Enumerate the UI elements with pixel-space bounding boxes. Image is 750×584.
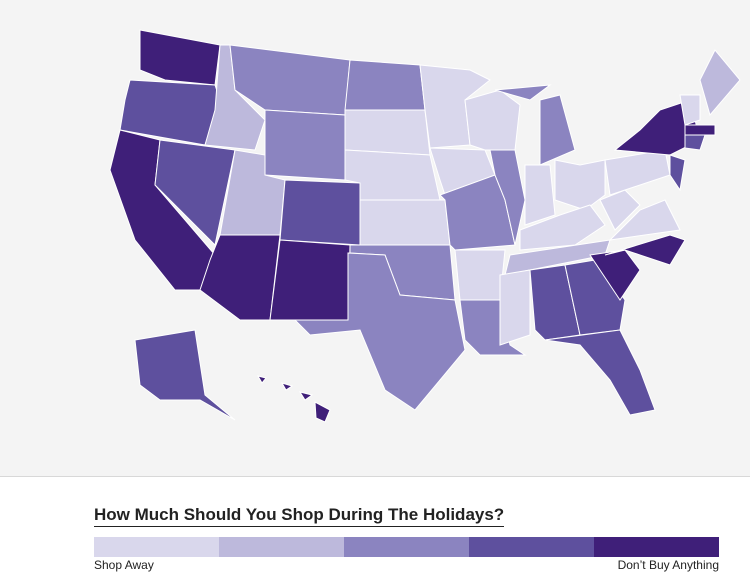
state [134,329,236,421]
state [454,249,506,301]
state [264,109,346,181]
legend-high-label: Don’t Buy Anything [617,558,719,572]
state [544,329,656,416]
state [669,154,686,192]
state [464,89,521,151]
legend-swatch [344,537,469,557]
state [279,179,361,246]
state [293,252,466,411]
state [199,234,281,321]
state [359,199,451,246]
state [604,234,686,266]
legend-low-label: Shop Away [94,558,154,572]
state [344,109,431,156]
state [499,269,531,346]
state [139,29,221,86]
state [608,199,681,241]
state [554,159,606,211]
state [256,375,267,384]
state [539,94,576,166]
state [564,259,626,336]
state [298,391,314,401]
legend-title: How Much Should You Shop During The Holi… [94,505,505,527]
legend-swatch [469,537,594,557]
state [699,49,741,117]
legend-swatch [594,537,719,557]
state [280,382,294,391]
state [684,124,716,136]
state [519,204,606,251]
legend-bar [94,537,719,557]
state [599,189,641,231]
state [604,149,671,196]
state [344,59,426,111]
legend-swatch [94,537,219,557]
state [494,84,552,101]
state [589,249,641,301]
state [679,94,701,126]
state [524,164,556,226]
state [314,401,331,423]
state [154,139,236,247]
legend-swatch [219,537,344,557]
state [269,239,351,321]
map [0,0,750,477]
state [684,134,706,151]
state [489,149,526,246]
